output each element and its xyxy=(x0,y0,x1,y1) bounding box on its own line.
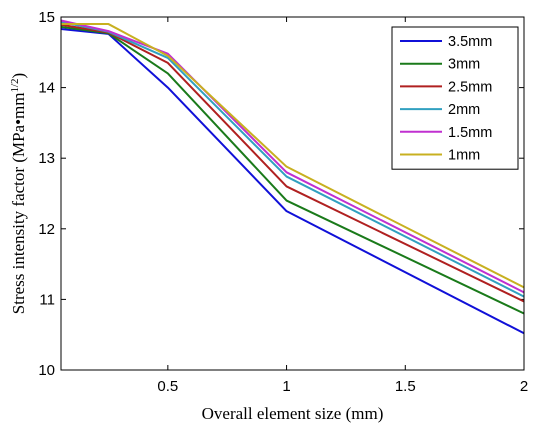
x-tick-label: 1 xyxy=(282,378,290,395)
x-tick-label: 0.5 xyxy=(157,378,178,395)
legend-label: 2mm xyxy=(448,102,480,118)
y-tick-label: 15 xyxy=(38,9,55,26)
y-tick-label: 13 xyxy=(38,150,55,167)
y-axis-label-close: ) xyxy=(9,73,28,79)
series-layer xyxy=(60,19,525,335)
legend-label: 3.5mm xyxy=(448,34,492,50)
y-axis-label-main: Stress intensity factor (MPa•mm xyxy=(9,93,28,315)
legend-box xyxy=(391,26,519,170)
legend-label: 2.5mm xyxy=(448,79,492,95)
legend-label: 3mm xyxy=(448,57,480,73)
x-tick-label: 1.5 xyxy=(395,378,416,395)
legend: 3.5mm 3mm 2.5mm 2mm 1.5mm 1mm xyxy=(391,26,519,170)
y-tick-label: 11 xyxy=(39,291,55,308)
y-axis-label-superscript: 1/2 xyxy=(9,78,21,92)
y-tick-label: 14 xyxy=(38,80,55,97)
y-axis-label: Stress intensity factor (MPa•mm1/2) xyxy=(9,73,28,314)
legend-label: 1.5mm xyxy=(448,125,492,141)
y-tick-label: 12 xyxy=(38,221,55,238)
x-tick-label: 2 xyxy=(520,378,528,395)
plot-frame xyxy=(60,16,525,371)
y-tick-label: 10 xyxy=(38,362,55,379)
x-axis-label: Overall element size (mm) xyxy=(202,404,384,423)
legend-label: 1mm xyxy=(448,148,480,164)
